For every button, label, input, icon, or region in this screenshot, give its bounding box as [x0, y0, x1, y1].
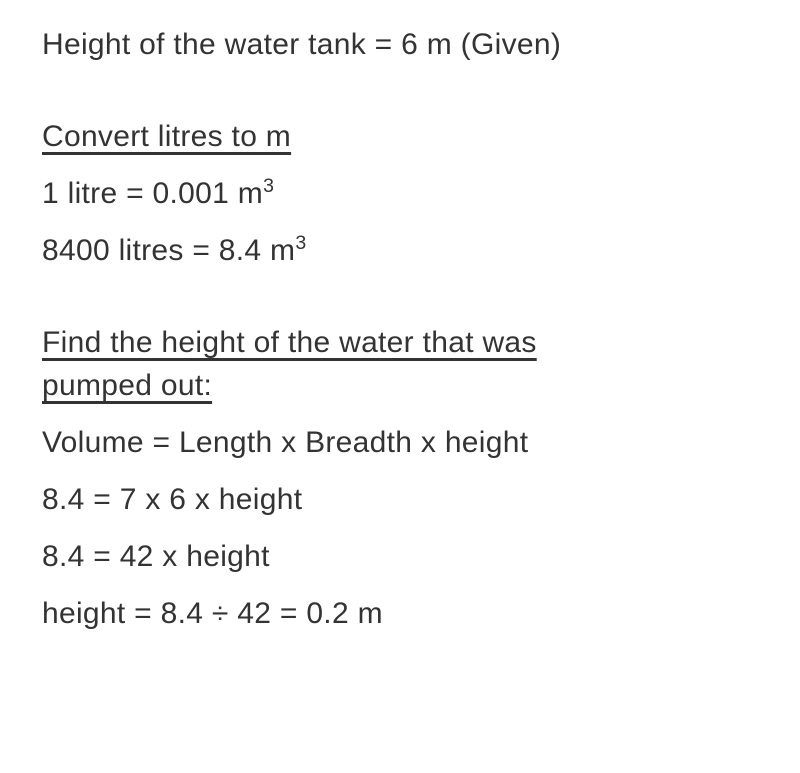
heading-convert: Convert litres to m: [42, 120, 758, 154]
conversion-value-text: 8400 litres = 8.4 m: [42, 234, 295, 267]
equation-step2: 8.4 = 42 x height: [42, 540, 758, 574]
section-spacer: [42, 291, 758, 326]
given-statement: Height of the water tank = 6 m (Given): [42, 28, 758, 62]
heading-find-line2: pumped out:: [42, 369, 758, 403]
equation-result: height = 8.4 ÷ 42 = 0.2 m: [42, 597, 758, 631]
conversion-value: 8400 litres = 8.4 m3: [42, 234, 758, 268]
conversion-unit-text: 1 litre = 0.001 m: [42, 177, 263, 210]
equation-step1: 8.4 = 7 x 6 x height: [42, 483, 758, 517]
section-spacer: [42, 85, 758, 120]
formula-volume: Volume = Length x Breadth x height: [42, 426, 758, 460]
superscript: 3: [295, 232, 306, 254]
heading-find-line1: Find the height of the water that was: [42, 326, 758, 360]
conversion-unit: 1 litre = 0.001 m3: [42, 177, 758, 211]
superscript: 3: [263, 175, 274, 197]
